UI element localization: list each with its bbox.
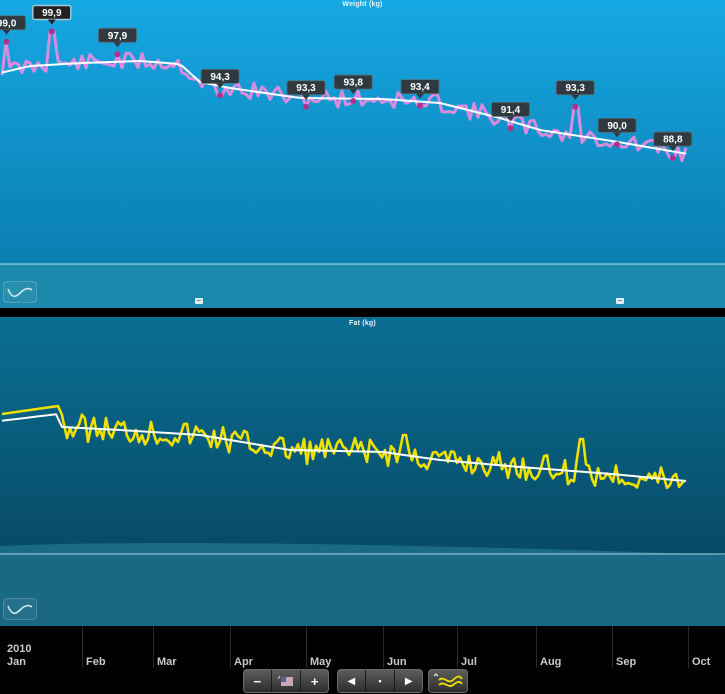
weight-data-point[interactable] [614,141,621,148]
month-label: Aug [540,656,562,668]
weight-chart-title: Weight (kg) [342,1,383,8]
weight-chart[interactable]: 99,0 99,9 97,9 94,3 93,3 93,8 93,4 91,4 93,3 90,0… [0,0,725,308]
month-column[interactable]: Aug [536,626,613,668]
weight-chart-panel[interactable]: 99,0 99,9 97,9 94,3 93,3 93,8 93,4 91,4 93,3 90,0… [0,0,725,308]
zoom-in-button[interactable]: + [301,670,328,692]
weight-label-text: 93,8 [343,78,363,89]
month-label: Oct [692,656,711,668]
zoom-out-button[interactable]: − [244,670,272,692]
minus-icon: − [253,673,262,689]
month-column[interactable]: Sep [612,626,689,668]
weight-data-point[interactable] [350,98,357,105]
timeline-axis[interactable]: 2010 Jan Feb Mar Apr May Jun Jul Aug Sep Oct [0,626,725,668]
arrow-right-icon: ▶ [404,675,413,687]
weight-smoothing-toggle[interactable] [3,281,37,303]
month-label: Mar [157,656,177,668]
month-column[interactable]: Jul [457,626,537,668]
comment-icon[interactable] [616,298,624,304]
weight-label-text: 99,0 [0,18,17,29]
trend-toggle-button[interactable] [429,670,467,692]
fat-chart-title: Fat (kg) [349,320,376,327]
next-button[interactable]: ▶ [395,670,422,692]
month-label: Sep [616,656,637,668]
weight-data-point[interactable] [572,103,579,110]
month-column[interactable]: Apr [230,626,307,668]
month-label: Jan [7,656,26,668]
weight-data-point[interactable] [48,28,55,35]
fat-series-line [1,404,686,490]
fat-chart-panel[interactable]: Fat (kg) [0,317,725,626]
month-column[interactable]: Jun [383,626,458,668]
weight-data-point[interactable] [417,102,423,109]
fat-chart[interactable] [0,317,725,626]
weight-label-text: 94,3 [210,72,230,83]
month-label: Jul [461,656,477,668]
weight-data-label[interactable]: 93,3 [555,80,595,110]
trend-icon [433,673,463,687]
fat-smoothing-toggle[interactable] [3,598,37,620]
weight-label-text: 91,4 [501,105,521,116]
weight-data-label[interactable]: 99,9 [32,4,72,35]
month-label: Apr [234,656,253,668]
month-label: Jun [387,656,407,668]
month-column[interactable]: Feb [82,626,154,668]
weight-data-point[interactable] [114,51,121,58]
flag-button[interactable] [272,670,302,692]
weight-data-label[interactable]: 99,0 [0,15,26,45]
zoom-controls: − + [243,669,329,693]
weight-trend-line [1,60,687,155]
weight-label-text: 97,9 [108,31,128,42]
weight-label-text: 88,8 [663,135,683,146]
flag-icon [278,675,293,686]
weight-label-text: 93,3 [565,83,585,94]
weight-data-label[interactable]: 97,9 [98,27,137,58]
weight-data-point[interactable] [507,125,514,132]
today-button[interactable]: • [366,670,396,692]
dot-icon: • [378,676,382,686]
weight-data-point[interactable] [669,155,676,162]
year-label: 2010 [7,643,32,655]
month-column[interactable]: Oct [688,626,725,668]
plus-icon: + [310,673,319,689]
fat-trend-line [1,413,687,482]
smooth-wave-icon [7,604,33,615]
month-label: May [310,656,332,668]
weight-data-label[interactable]: 88,8 [653,131,693,162]
weight-label-text: 93,4 [410,82,430,93]
weight-data-label[interactable]: 93,3 [286,80,326,110]
weight-data-label[interactable]: 91,4 [491,102,530,132]
weight-data-label[interactable]: 94,3 [200,68,240,99]
weight-data-label[interactable]: 90,0 [597,117,637,148]
month-column[interactable]: 2010 Jan [4,626,82,668]
month-column[interactable]: May [306,626,384,668]
previous-button[interactable]: ◀ [338,670,366,692]
month-column[interactable]: Mar [153,626,231,668]
weight-data-point[interactable] [3,38,10,45]
weight-label-text: 90,0 [607,121,627,132]
smooth-wave-icon [7,287,33,298]
weight-data-point[interactable] [303,103,309,110]
weight-data-label[interactable]: 93,4 [400,79,440,109]
weight-label-text: 93,3 [296,83,316,94]
comment-icon[interactable] [195,298,203,304]
bottom-toolbar: − + ◀ • ▶ [0,668,725,694]
weight-data-point[interactable] [217,92,224,99]
navigation-controls: ◀ • ▶ [337,669,423,693]
month-label: Feb [86,656,106,668]
arrow-left-icon: ◀ [347,675,356,687]
weight-label-text: 99,9 [42,8,62,19]
weight-data-label[interactable]: 93,8 [333,74,373,105]
trend-controls [428,669,468,693]
